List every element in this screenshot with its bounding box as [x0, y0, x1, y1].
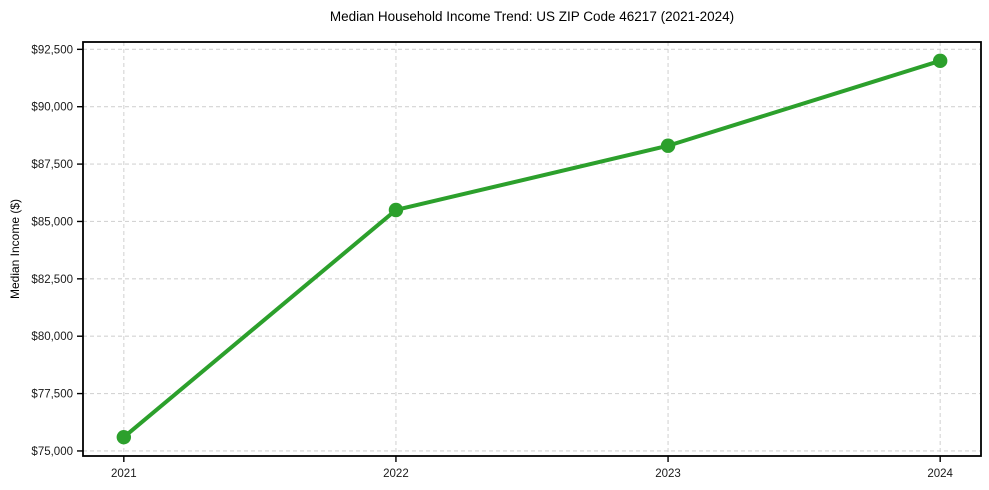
y-tick-label: $87,500	[31, 159, 73, 171]
x-tick-label: 2021	[111, 468, 137, 480]
y-tick-label: $75,000	[31, 446, 73, 458]
y-tick-label: $77,500	[31, 389, 73, 401]
y-tick-label: $80,000	[31, 331, 73, 343]
x-tick-label: 2023	[655, 468, 681, 480]
y-tick-label: $82,500	[31, 274, 73, 286]
data-point-2024	[932, 53, 948, 69]
data-point-2023	[660, 138, 676, 153]
data-point-2022	[388, 202, 404, 218]
y-tick-label: $92,500	[31, 44, 73, 56]
y-tick-label: $85,000	[31, 216, 73, 228]
data-point-2021	[116, 429, 132, 445]
x-tick-label: 2024	[927, 468, 953, 480]
y-tick-label: $90,000	[31, 102, 73, 114]
plot-border	[82, 41, 982, 457]
x-tick-label: 2022	[383, 468, 409, 480]
income-trend-line	[122, 58, 941, 439]
chart-title: Median Household Income Trend: US ZIP Co…	[329, 9, 735, 24]
